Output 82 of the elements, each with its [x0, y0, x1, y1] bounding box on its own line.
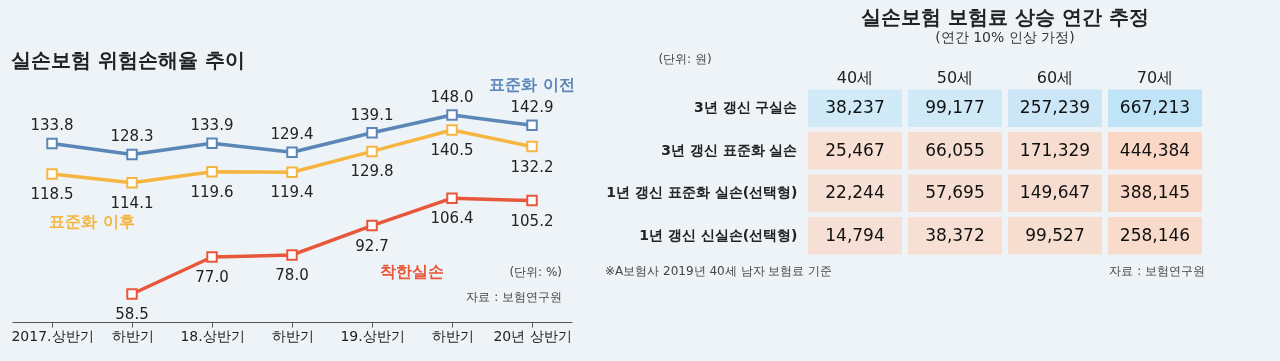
x-tick-label: 19.상반기: [340, 327, 405, 344]
data-label: 139.1: [350, 105, 394, 124]
x-tick-label: 18.상반기: [180, 327, 245, 344]
x-tick-label: 70세: [1136, 67, 1174, 87]
text: ※A보험사 2019년 40세 남자 보험료 기준: [605, 264, 833, 278]
point: [206, 251, 218, 263]
data-label: 14,794: [825, 224, 885, 245]
point: [126, 148, 138, 161]
data-label: 22,244: [825, 182, 885, 203]
point: [446, 109, 458, 121]
data-label: 105.2: [510, 211, 554, 230]
point: [366, 219, 378, 232]
point: [366, 145, 378, 158]
annotation: 자료 : 보험연구원: [466, 290, 562, 304]
data-label: 114.1: [110, 193, 154, 212]
data-label: 258,146: [1119, 224, 1191, 245]
data-label: 99,177: [925, 97, 985, 118]
data-label: 444,384: [1119, 139, 1191, 160]
point: [206, 137, 218, 149]
point: [446, 192, 458, 204]
point: [206, 166, 218, 178]
data-label: 133.9: [190, 116, 234, 135]
point: [126, 288, 138, 300]
data-label: 77.0: [195, 268, 229, 286]
data-label: 119.4: [270, 183, 314, 202]
series-label: 표준화 이후: [49, 212, 135, 231]
data-label: 57,695: [925, 182, 985, 203]
data-label: 118.5: [30, 185, 74, 203]
y-tick-label: 1년 갱신 표준화 실손(선택형): [606, 184, 798, 201]
data-label: 106.4: [430, 209, 474, 228]
data-label: 149,647: [1019, 182, 1091, 203]
x-tick-label: 50세: [936, 67, 974, 87]
data-label: 119.6: [190, 182, 234, 201]
data-label: 25,467: [825, 139, 885, 160]
data-label: 129.4: [270, 125, 314, 144]
y-tick-label: 3년 갱신 구실손: [694, 99, 798, 116]
data-label: 148.0: [430, 88, 474, 106]
data-label: 78.0: [275, 266, 309, 284]
point: [526, 119, 538, 131]
x-tick-label: 40세: [836, 67, 874, 87]
data-label: 129.8: [350, 162, 394, 181]
data-label: 142.9: [510, 98, 554, 117]
data-label: 38,237: [825, 97, 885, 118]
data-label: 58.5: [115, 305, 149, 323]
data-label: 171,329: [1019, 139, 1091, 160]
point: [286, 249, 298, 261]
data-label: 128.3: [110, 127, 154, 146]
y-tick-label: 3년 갱신 표준화 실손: [661, 141, 798, 158]
x-tick-label: 2017.상반기: [11, 327, 94, 344]
series-label: 착한실손: [380, 261, 444, 281]
x-tick-label: 60세: [1036, 67, 1074, 87]
data-label: 257,239: [1019, 97, 1091, 118]
data-label: 133.8: [30, 116, 74, 135]
x-tick-label: 하반기: [271, 327, 314, 344]
chart-subtitle: (연간 10% 인상 가정): [935, 29, 1075, 45]
point: [446, 124, 458, 136]
data-label: 132.2: [510, 157, 554, 176]
data-label: 99,527: [1025, 224, 1085, 245]
data-label: 92.7: [355, 236, 389, 255]
point: [46, 137, 58, 150]
x-tick-label: 20년 상반기: [493, 327, 572, 344]
x-tick-label: 하반기: [431, 327, 474, 344]
text: (단위: 원): [658, 52, 712, 66]
chart-title: 실손보험 보험료 상승 연간 추정: [861, 5, 1149, 29]
data-label: 140.5: [430, 141, 474, 159]
series-label: 표준화 이전: [489, 75, 575, 95]
point: [286, 166, 298, 178]
point: [286, 146, 298, 158]
x-tick-label: 하반기: [111, 327, 154, 344]
point: [366, 127, 378, 139]
point: [126, 177, 138, 189]
text: 자료 : 보험연구원: [1109, 264, 1205, 278]
data-label: 388,145: [1119, 182, 1191, 203]
chart-title: 실손보험 위험손해율 추이: [10, 48, 245, 73]
annotation: (단위: %): [509, 265, 562, 279]
data-label: 38,372: [925, 224, 985, 245]
point: [526, 194, 538, 207]
point: [526, 140, 538, 153]
y-tick-label: 1년 갱신 신실손(선택형): [639, 226, 798, 243]
data-label: 667,213: [1119, 97, 1191, 118]
data-label: 66,055: [925, 139, 985, 160]
point: [46, 168, 58, 180]
